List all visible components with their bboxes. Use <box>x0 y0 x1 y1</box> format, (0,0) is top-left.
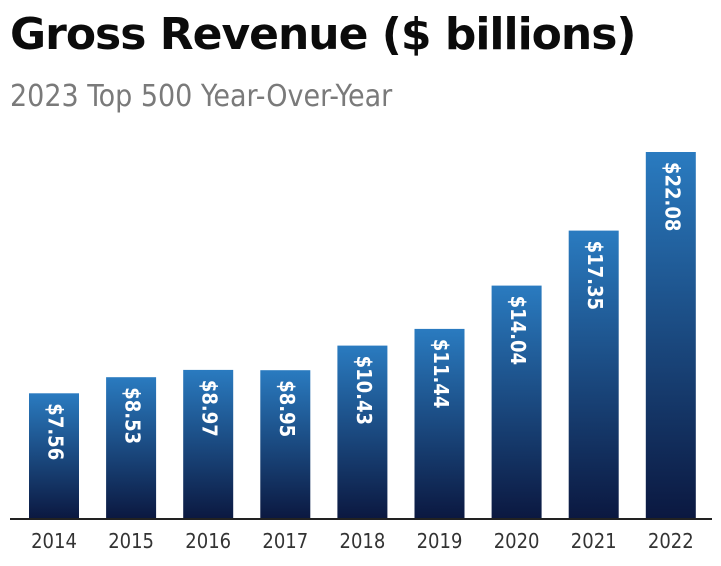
x-tick-label-2017: 2017 <box>262 529 308 553</box>
data-label-2019: $11.44 <box>429 339 453 408</box>
data-label-2016: $8.97 <box>198 380 222 437</box>
bar-2014 <box>29 393 79 519</box>
data-label-2022: $22.08 <box>660 162 684 231</box>
data-label-2018: $10.43 <box>352 356 376 425</box>
x-tick-label-2015: 2015 <box>108 529 154 553</box>
data-label-2021: $17.35 <box>583 241 607 310</box>
bar-2018 <box>337 345 388 519</box>
data-label-2015: $8.53 <box>121 387 145 444</box>
chart-title: Gross Revenue ($ billions) <box>10 9 637 60</box>
x-tick-label-2014: 2014 <box>31 529 77 553</box>
bar-2015 <box>106 377 157 519</box>
x-tick-label-2022: 2022 <box>648 529 694 553</box>
bar-2021 <box>568 230 619 519</box>
bars-group <box>29 152 696 519</box>
data-label-2020: $14.04 <box>506 296 530 365</box>
bar-2017 <box>260 370 311 519</box>
x-tick-label-2020: 2020 <box>494 529 540 553</box>
chart-subtitle: 2023 Top 500 Year-Over-Year <box>10 79 393 114</box>
x-tick-label-2016: 2016 <box>185 529 231 553</box>
data-label-2014: $7.56 <box>44 403 68 460</box>
x-tick-label-2018: 2018 <box>340 529 386 553</box>
x-tick-label-2019: 2019 <box>417 529 463 553</box>
x-axis-tick-labels: 2014 2015 2016 2017 2018 2019 2020 2021 2022 <box>31 529 694 553</box>
data-label-2017: $8.95 <box>275 380 299 437</box>
x-tick-label-2021: 2021 <box>571 529 617 553</box>
data-labels-group: $7.56 $8.53 $8.97 $8.95 $10.43 $11.44 $14.04 $1… <box>44 162 685 460</box>
bar-2019 <box>414 328 465 519</box>
bar-2016 <box>183 369 234 519</box>
bar-2020 <box>491 285 542 519</box>
bar-2022 <box>645 152 696 519</box>
